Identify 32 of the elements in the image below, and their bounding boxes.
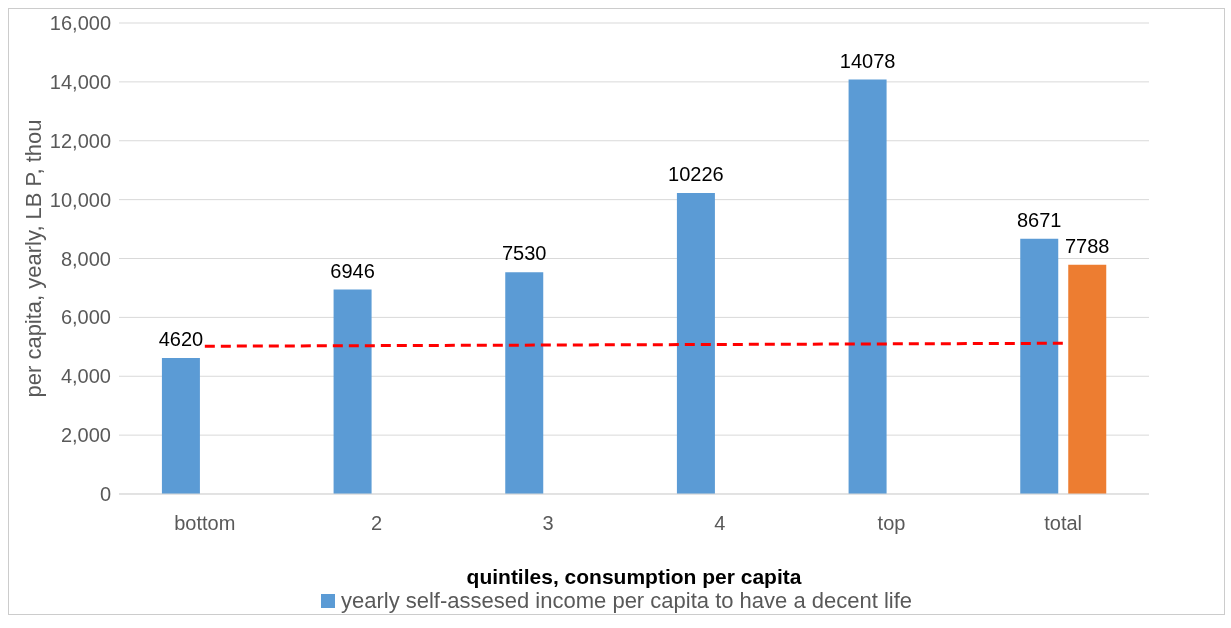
bar — [333, 289, 372, 494]
y-axis-title: per capita, yearly, LB P, thou — [20, 119, 46, 398]
y-tick-label: 16,000 — [49, 12, 111, 35]
bar — [676, 192, 715, 494]
y-tick-label: 6,000 — [60, 306, 111, 329]
data-label: 7530 — [502, 242, 547, 265]
bar — [505, 272, 544, 494]
y-tick-label: 2,000 — [60, 424, 111, 447]
data-label: 14078 — [839, 49, 896, 72]
y-tick-label: 0 — [99, 483, 111, 506]
x-tick-label: top — [877, 512, 906, 535]
bar — [161, 358, 200, 494]
x-tick-label: total — [1044, 512, 1083, 535]
bar — [1068, 264, 1107, 494]
data-label: 6946 — [330, 259, 375, 282]
x-tick-label: 4 — [714, 512, 726, 535]
x-tick-label: 2 — [370, 512, 383, 535]
data-label: 7788 — [1065, 234, 1110, 257]
legend-label: yearly self-assesed income per capita to have a decent life — [339, 588, 913, 614]
y-tick-label: 14,000 — [49, 70, 111, 93]
bar — [848, 79, 887, 494]
data-label: 4620 — [158, 328, 204, 350]
y-tick-label: 10,000 — [49, 188, 111, 211]
y-tick-label: 4,000 — [60, 365, 111, 388]
y-tick-label: 12,000 — [49, 129, 111, 152]
x-tick-label: 3 — [542, 512, 554, 535]
x-axis-title: quintiles, consumption per capita — [466, 565, 802, 588]
data-label: 10226 — [668, 162, 724, 185]
x-tick-label: bottom — [174, 512, 236, 535]
bar — [1020, 238, 1059, 494]
data-label: 8671 — [1017, 208, 1062, 231]
y-tick-label: 8,000 — [60, 247, 111, 270]
